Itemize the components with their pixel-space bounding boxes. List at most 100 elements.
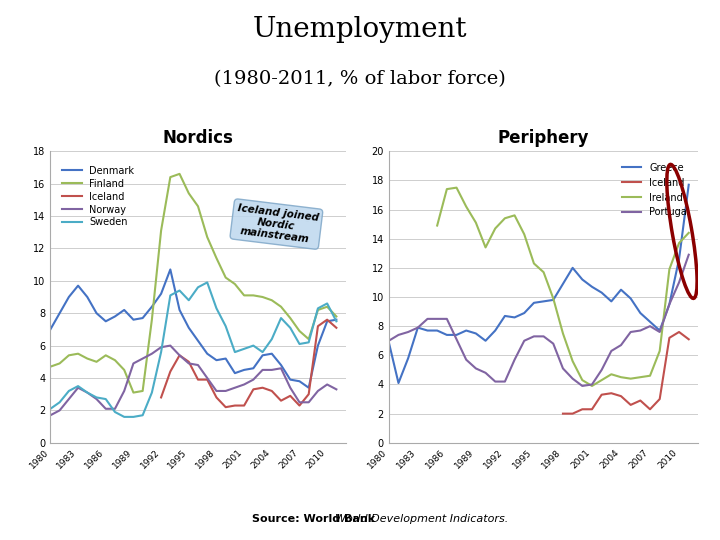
Norway: [65, 396, 73, 402]
Sweden: [184, 297, 193, 303]
Norway: [323, 381, 331, 388]
Portugal: [607, 348, 616, 354]
Ireland: [636, 374, 644, 380]
Sweden: [286, 325, 294, 331]
Sweden: [65, 388, 73, 394]
Iceland: [203, 376, 212, 383]
Denmark: [249, 365, 258, 372]
Greece: [568, 265, 577, 271]
Iceland: [607, 390, 616, 396]
Portugal: [452, 336, 461, 342]
Greece: [520, 310, 528, 316]
Sweden: [148, 389, 156, 396]
Denmark: [102, 318, 110, 325]
Sweden: [203, 279, 212, 286]
Ireland: [491, 225, 500, 232]
Portugal: [433, 315, 441, 322]
Sweden: [305, 339, 313, 346]
Finland: [166, 174, 175, 180]
Portugal: [685, 252, 693, 258]
Denmark: [65, 294, 73, 300]
Finland: [65, 352, 73, 359]
Sweden: [258, 349, 267, 355]
Finland: [138, 388, 147, 394]
Text: Unemployment: Unemployment: [253, 16, 467, 43]
Norway: [194, 362, 202, 368]
Sweden: [332, 318, 341, 325]
Denmark: [314, 342, 323, 349]
Iceland: [568, 410, 577, 417]
Portugal: [520, 338, 528, 344]
Greece: [394, 380, 402, 386]
Norway: [175, 352, 184, 359]
Portugal: [646, 323, 654, 329]
Greece: [646, 319, 654, 325]
Ireland: [549, 295, 557, 302]
Ireland: [472, 219, 480, 226]
Line: Ireland: Ireland: [437, 187, 689, 386]
Sweden: [111, 409, 120, 415]
Line: Norway: Norway: [50, 346, 336, 415]
Iceland: [655, 396, 664, 402]
Text: Source: World Bank: Source: World Bank: [252, 514, 379, 524]
Denmark: [305, 384, 313, 391]
Portugal: [665, 301, 674, 307]
Denmark: [276, 362, 285, 368]
Finland: [46, 363, 55, 370]
Greece: [636, 310, 644, 316]
Greece: [626, 295, 635, 302]
Iceland: [588, 406, 596, 413]
Ireland: [443, 186, 451, 192]
Portugal: [539, 333, 548, 340]
Denmark: [332, 316, 341, 323]
Sweden: [92, 394, 101, 401]
Finland: [240, 292, 248, 299]
Finland: [194, 203, 202, 210]
Sweden: [166, 292, 175, 299]
Portugal: [655, 329, 664, 335]
Denmark: [212, 357, 221, 363]
Finland: [175, 171, 184, 177]
Portugal: [423, 315, 432, 322]
Portugal: [413, 325, 422, 331]
Line: Denmark: Denmark: [50, 269, 336, 388]
Greece: [491, 327, 500, 334]
Iceland: [212, 394, 221, 401]
Iceland: [305, 391, 313, 397]
Ireland: [433, 222, 441, 229]
Portugal: [636, 327, 644, 334]
Denmark: [129, 316, 138, 323]
Ireland: [539, 269, 548, 275]
Title: Periphery: Periphery: [498, 129, 590, 147]
Ireland: [462, 204, 471, 210]
Ireland: [646, 373, 654, 379]
Greece: [452, 332, 461, 338]
Finland: [295, 328, 304, 334]
Finland: [323, 303, 331, 310]
Ireland: [685, 230, 693, 236]
Sweden: [276, 315, 285, 321]
Sweden: [194, 284, 202, 291]
Iceland: [230, 402, 239, 409]
Norway: [55, 407, 64, 414]
Greece: [616, 286, 625, 293]
Finland: [203, 234, 212, 240]
Ireland: [530, 260, 539, 267]
Ireland: [559, 330, 567, 337]
Portugal: [549, 340, 557, 347]
Norway: [240, 381, 248, 388]
Finland: [148, 316, 156, 323]
Iceland: [249, 386, 258, 393]
Portugal: [443, 315, 451, 322]
Finland: [92, 359, 101, 365]
Denmark: [295, 378, 304, 384]
Finland: [120, 367, 129, 373]
Denmark: [83, 294, 91, 300]
Norway: [249, 376, 258, 383]
Sweden: [46, 406, 55, 412]
Sweden: [267, 336, 276, 342]
Finland: [111, 357, 120, 363]
Denmark: [120, 307, 129, 313]
Denmark: [138, 315, 147, 321]
Greece: [433, 327, 441, 334]
